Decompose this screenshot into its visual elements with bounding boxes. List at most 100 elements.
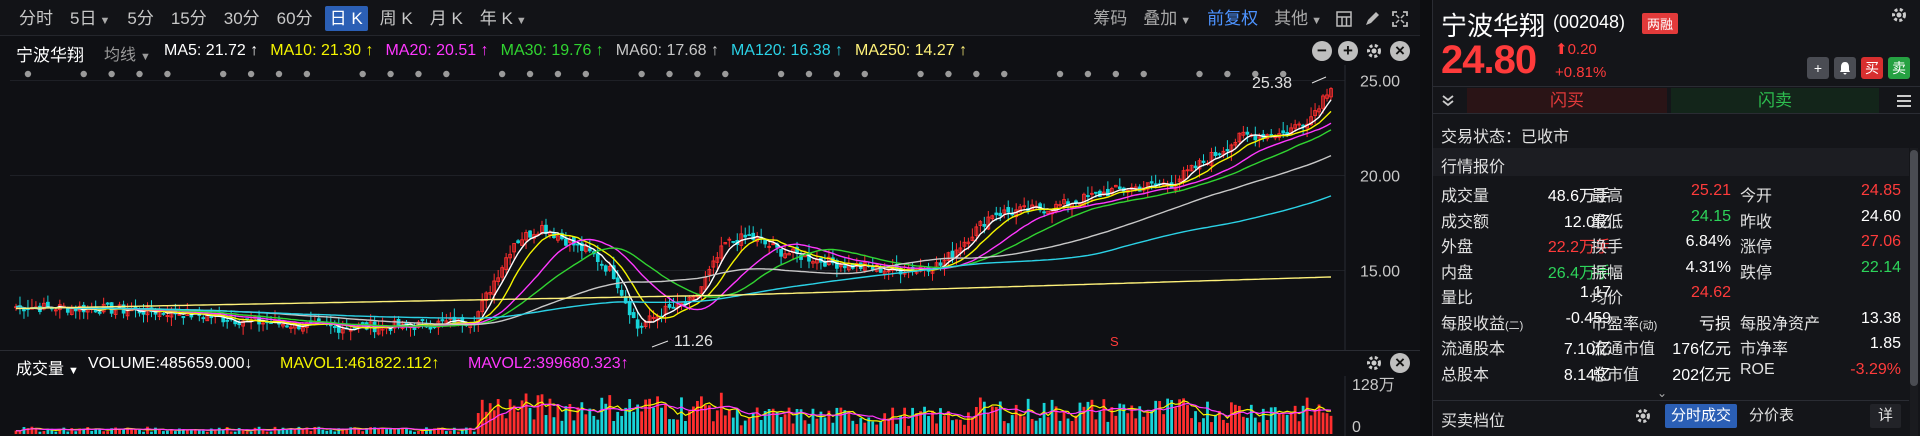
candle-down [950,250,955,258]
ma-type-dropdown[interactable]: 均线 ▼ [104,41,151,65]
event-marker-dot [443,70,450,78]
candle-down [619,289,624,296]
add-watchlist-icon[interactable]: + [1807,57,1829,79]
buy-button[interactable]: 买 [1861,57,1883,79]
volume-bar-up [1146,412,1150,434]
volume-bar-down [1086,401,1090,434]
period-tab-label: 5分 [127,9,154,28]
candle-down [428,326,433,330]
period-tab-5[interactable]: 60分 [272,6,318,31]
volume-bar-up [301,429,305,434]
volume-bar-down [289,429,293,434]
quote-value: 202亿元 [1672,366,1731,384]
overlay-dropdown[interactable]: 叠加 ▼ [1137,6,1197,31]
event-marker-dot [1140,70,1147,78]
candle-down [201,317,206,320]
quote-label-text: ROE [1740,360,1775,378]
other-dropdown[interactable]: 其他 ▼ [1268,6,1328,31]
volume-bar-down [409,430,412,434]
candle-up [488,291,493,295]
candle-down [221,317,226,323]
zoom-out-icon[interactable]: − [1312,41,1332,61]
draw-pen-icon[interactable] [1360,7,1384,31]
tab-tick-trades[interactable]: 分时成交 [1665,404,1738,428]
volume-bar-up [907,425,911,434]
volume-bar-up [377,428,381,434]
volume-bar-down [181,430,185,434]
adjust-dropdown[interactable]: 前复权 [1201,6,1264,31]
candle-down [639,325,644,328]
volume-bar-up [847,410,851,434]
bell-icon[interactable] [1834,57,1856,79]
volume-bar-down [795,409,799,434]
gear-icon[interactable] [1888,4,1910,26]
period-tab-3[interactable]: 15分 [166,6,212,31]
period-tab-8[interactable]: 月 K [425,6,468,31]
kline-chart[interactable]: 25.00 20.00 15.00 25.38 11.26 S [0,65,1420,350]
close-icon[interactable]: × [1390,353,1410,373]
candle-up [1113,184,1118,188]
quote-label-text: 最低 [1591,213,1624,231]
volume-bar-down [879,421,883,434]
event-marker-dot [554,70,562,78]
period-tab-2[interactable]: 5分 [122,6,158,31]
menu-icon[interactable] [1895,92,1913,110]
volume-bar-up [265,431,269,434]
volume-bar-up [556,404,560,434]
sell-button[interactable]: 卖 [1888,57,1910,79]
volume-bar-up [994,407,998,434]
volume-bar-up [783,414,787,434]
candle-up [691,296,696,301]
volume-bar-up [1022,416,1026,434]
zoom-in-icon[interactable]: + [1338,41,1358,61]
volume-bar-up [1229,402,1233,434]
flash-buy-button[interactable]: 闪买 [1467,88,1667,113]
volume-bar-down [444,431,448,434]
gear-icon[interactable] [1364,353,1384,373]
tab-price-table[interactable]: 分价表 [1749,407,1795,424]
period-tab-7[interactable]: 周 K [375,6,418,31]
volume-bar-down [779,417,783,434]
price-change-value: 0.20 [1567,41,1597,58]
chevron-down-icon: ▼ [140,51,151,63]
volume-bar-down [1202,418,1205,434]
volume-bar-up [508,399,512,434]
volume-bar-up [193,430,197,434]
volume-bar-down [337,428,341,434]
period-tab-4[interactable]: 30分 [219,6,265,31]
chevron-down-icon: ▼ [68,365,79,377]
trade-status: 交易状态：已收市 [1441,129,1570,146]
detail-button[interactable]: 详 [1869,404,1901,428]
volume-bar-down [835,407,839,434]
candle-up [767,245,771,248]
ma-legend-bar: 宁波华翔 均线 ▼ MA5: 21.72 ↑ MA10: 21.30 ↑ MA20: … [0,37,1420,65]
chevron-down-icon[interactable]: ⌄ [1657,386,1668,400]
period-tab-6[interactable]: 日 K [324,6,368,31]
fullscreen-icon[interactable] [1388,7,1412,31]
y-tick-label: 15.00 [1360,264,1400,281]
candle-up [699,286,704,294]
period-tab-0[interactable]: 分时 [14,6,58,31]
close-icon[interactable]: × [1390,41,1410,61]
flash-sell-button[interactable]: 闪卖 [1671,88,1879,113]
scrollbar-thumb[interactable] [1910,150,1918,386]
collapse-arrow-icon[interactable] [1439,92,1457,110]
volume-chart[interactable]: 128万 0 [0,376,1420,436]
period-tab-9[interactable]: 年 K ▼ [475,6,532,31]
layout-grid-icon[interactable] [1332,7,1356,31]
quote-section-header: 行情报价 [1433,148,1909,176]
volume-bar-up [1030,418,1034,434]
period-tab-1[interactable]: 5日 ▼ [65,6,115,31]
candle-down [587,248,592,252]
gear-icon[interactable] [1364,41,1384,61]
event-marker-dot [387,70,394,78]
gear-icon[interactable] [1633,406,1653,426]
quote-label: 跌停 [1740,259,1772,283]
volume-bar-down [652,407,655,434]
volume-bar-down [807,423,811,434]
chip-distribution-button[interactable]: 筹码 [1093,9,1128,28]
sell-signal-marker: S [1110,334,1119,349]
event-marker-dot [498,70,506,78]
volume-bar-up [791,423,795,434]
volume-title[interactable]: 成交量 ▼ [16,355,79,379]
